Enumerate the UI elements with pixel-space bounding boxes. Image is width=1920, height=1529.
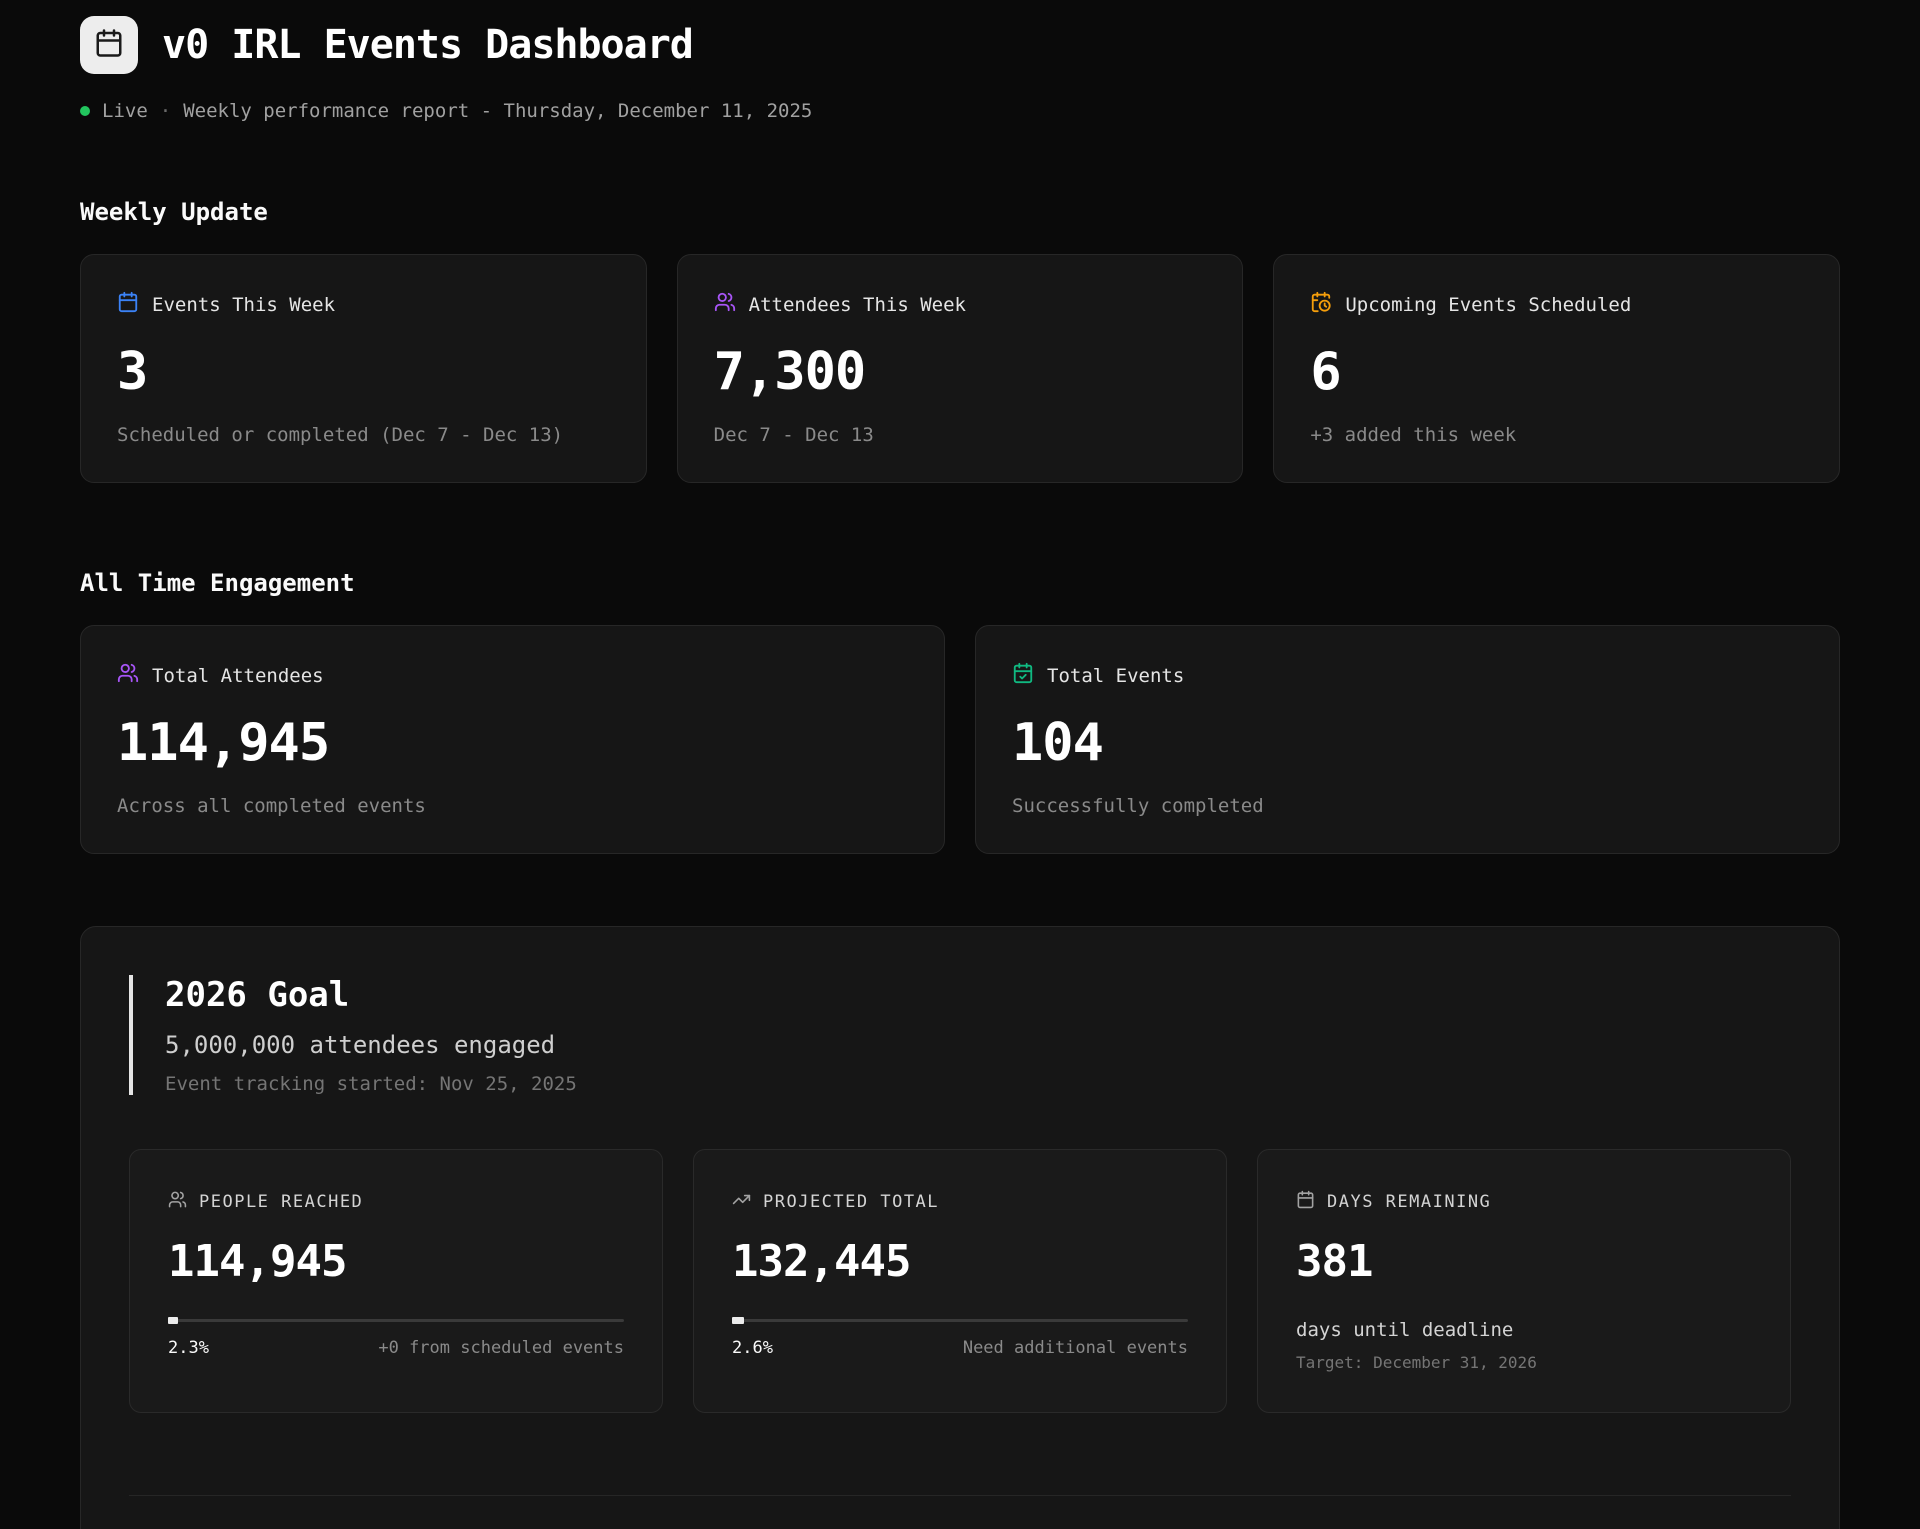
users-icon — [714, 291, 736, 318]
users-icon — [168, 1190, 187, 1214]
goal-stat-value: 132,445 — [732, 1236, 911, 1287]
progress-bar-track — [168, 1317, 624, 1324]
goal-target-line: 5,000,000 attendees engaged — [165, 1031, 556, 1059]
page-title: v0 IRL Events Dashboard — [162, 22, 694, 68]
days-remaining-subtext: days until deadline — [1296, 1319, 1514, 1341]
goal-stat-value: 381 — [1296, 1236, 1373, 1287]
card-label: Total Attendees — [152, 664, 324, 687]
progress-bar-fill — [732, 1317, 744, 1324]
card-value: 7,300 — [713, 342, 867, 402]
calendar-clock-icon — [1310, 291, 1332, 318]
weekly-update-heading: Weekly Update — [80, 198, 268, 226]
status-row: Live · Weekly performance report - Thurs… — [80, 100, 1840, 122]
progress-bar-track — [732, 1317, 1188, 1324]
goal-title: 2026 Goal — [165, 975, 350, 1015]
goal-stat-label: DAYS REMAINING — [1327, 1192, 1492, 1212]
card-value: 114,945 — [117, 713, 330, 773]
card-label-row: Total Events — [1012, 662, 1803, 689]
all-time-engagement-heading: All Time Engagement — [80, 569, 355, 597]
card-subtext: Successfully completed — [1012, 795, 1264, 817]
card-subtext: Dec 7 - Dec 13 — [713, 424, 874, 446]
goal-stat-label-row: DAYS REMAINING — [1296, 1190, 1752, 1214]
progress-note: +0 from scheduled events — [378, 1338, 624, 1358]
stat-card-total-events: Total Events 104 Successfully completed — [975, 625, 1840, 854]
status-separator: · — [159, 100, 172, 122]
goal-stat-label-row: PROJECTED TOTAL — [732, 1190, 1188, 1214]
progress-percent: 2.6% — [732, 1338, 773, 1358]
card-label-row: Events This Week — [117, 291, 610, 318]
card-subtext: Across all completed events — [117, 795, 426, 817]
goal-divider — [129, 1495, 1791, 1496]
card-value: 104 — [1012, 713, 1104, 773]
stat-card-upcoming-events: Upcoming Events Scheduled 6 +3 added thi… — [1273, 254, 1840, 483]
progress-meta-row: 2.6% Need additional events — [732, 1338, 1188, 1358]
alltime-cards: Total Attendees 114,945 Across all compl… — [80, 625, 1840, 854]
live-status: Live — [102, 100, 148, 122]
goal-card: 2026 Goal 5,000,000 attendees engaged Ev… — [80, 926, 1840, 1529]
progress-percent: 2.3% — [168, 1338, 209, 1358]
calendar-icon — [94, 28, 124, 62]
card-subtext: Scheduled or completed (Dec 7 - Dec 13) — [117, 424, 564, 446]
card-label-row: Total Attendees — [117, 662, 908, 689]
goal-tracking-line: Event tracking started: Nov 25, 2025 — [165, 1073, 577, 1095]
progress-bar-fill — [168, 1317, 179, 1324]
status-subtitle: Weekly performance report - Thursday, De… — [183, 100, 813, 122]
stat-card-total-attendees: Total Attendees 114,945 Across all compl… — [80, 625, 945, 854]
card-label-row: Attendees This Week — [714, 291, 1207, 318]
card-subtext: +3 added this week — [1310, 424, 1517, 446]
goal-stat-label: PEOPLE REACHED — [199, 1192, 364, 1212]
card-value: 6 — [1310, 342, 1341, 402]
card-value: 3 — [117, 342, 148, 402]
goal-stat-days-remaining: DAYS REMAINING 381 days until deadline T… — [1257, 1149, 1791, 1413]
progress-meta-row: 2.3% +0 from scheduled events — [168, 1338, 624, 1358]
live-dot — [80, 106, 90, 116]
weekly-cards: Events This Week 3 Scheduled or complete… — [80, 254, 1840, 483]
calendar-icon — [117, 291, 139, 318]
dashboard-header: v0 IRL Events Dashboard — [80, 16, 1840, 74]
progress-note: Need additional events — [962, 1338, 1188, 1358]
calendar-icon — [1296, 1190, 1315, 1214]
goal-stat-label-row: PEOPLE REACHED — [168, 1190, 624, 1214]
trending-up-icon — [732, 1190, 751, 1214]
card-label: Upcoming Events Scheduled — [1345, 293, 1632, 316]
goal-stat-people-reached: PEOPLE REACHED 114,945 2.3% +0 from sche… — [129, 1149, 663, 1413]
card-label-row: Upcoming Events Scheduled — [1310, 291, 1803, 318]
goal-header: 2026 Goal 5,000,000 attendees engaged Ev… — [129, 975, 1791, 1095]
days-remaining-target: Target: December 31, 2026 — [1296, 1353, 1537, 1372]
card-label: Events This Week — [152, 293, 336, 316]
app-icon — [80, 16, 138, 74]
goal-stats: PEOPLE REACHED 114,945 2.3% +0 from sche… — [129, 1149, 1791, 1413]
goal-stat-label: PROJECTED TOTAL — [763, 1192, 940, 1212]
users-icon — [117, 662, 139, 689]
goal-stat-value: 114,945 — [168, 1236, 347, 1287]
card-label: Total Events — [1047, 664, 1185, 687]
calendar-check-icon — [1012, 662, 1034, 689]
stat-card-events-this-week: Events This Week 3 Scheduled or complete… — [80, 254, 647, 483]
goal-stat-projected-total: PROJECTED TOTAL 132,445 2.6% Need additi… — [693, 1149, 1227, 1413]
stat-card-attendees-this-week: Attendees This Week 7,300 Dec 7 - Dec 13 — [676, 254, 1244, 483]
card-label: Attendees This Week — [748, 293, 966, 316]
